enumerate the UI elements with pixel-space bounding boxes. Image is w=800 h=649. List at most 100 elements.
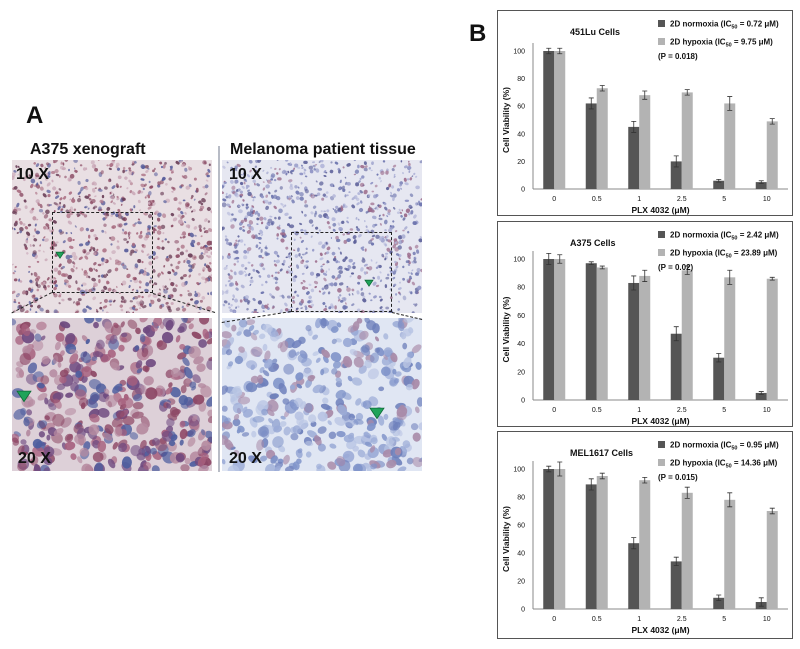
x-tick-label: 10 — [763, 616, 771, 623]
bar — [543, 469, 555, 609]
bar — [585, 103, 597, 189]
legend-label: 2D hypoxia (IC50 = 9.75 μM) — [670, 38, 773, 49]
y-tick-label: 80 — [517, 76, 525, 83]
triangle-marker-icon — [16, 390, 32, 403]
chart-451lu: 0 20 40 60 80 100 0 0.5 1 2.5 5 10 PLX 4032 (μM) Cell… — [497, 10, 793, 216]
error-bar — [716, 178, 722, 183]
bar — [670, 333, 682, 400]
bar — [755, 392, 767, 400]
legend-swatch — [658, 459, 665, 466]
triangle-marker-icon — [369, 407, 385, 420]
error-bar — [588, 261, 594, 266]
y-tick-label: 20 — [517, 369, 525, 376]
chart-a375-plot: 0 20 40 60 80 100 0 0.5 1 2.5 5 10 PLX 4032 (μM) Cell… — [501, 231, 788, 426]
y-tick-label: 0 — [521, 607, 525, 614]
legend-swatch — [658, 20, 665, 27]
bar — [585, 484, 597, 609]
bar — [639, 275, 651, 400]
error-bar — [557, 461, 563, 477]
y-tick-label: 20 — [517, 159, 525, 166]
error-bar — [673, 326, 679, 342]
error-bar — [631, 537, 637, 550]
error-bar — [631, 275, 637, 291]
y-tick-label: 40 — [517, 341, 525, 348]
error-bar — [546, 252, 552, 266]
bar — [554, 259, 566, 400]
legend-swatch — [658, 38, 665, 45]
x-tick-label: 10 — [763, 407, 771, 414]
x-tick-label: 1 — [637, 616, 641, 623]
bar — [724, 499, 736, 609]
error-bar — [588, 478, 594, 491]
chart-mel1617: 0 20 40 60 80 100 0 0.5 1 2.5 5 10 PLX 4032 (μM) Cell… — [497, 431, 793, 639]
x-tick-label: 5 — [722, 616, 726, 623]
xenograft-zoom-region — [52, 212, 153, 293]
xenograft-10x-image — [12, 160, 212, 313]
bar — [713, 597, 725, 609]
y-tick-label: 100 — [513, 257, 525, 264]
chart-a375: 0 20 40 60 80 100 0 0.5 1 2.5 5 10 PLX 4032 (μM) Cell… — [497, 221, 793, 427]
xenograft-magnification-10x: 10 X — [16, 166, 49, 183]
bar — [681, 270, 693, 400]
bar — [585, 263, 597, 400]
bar — [766, 278, 778, 400]
x-tick-label: 0.5 — [592, 407, 602, 414]
bar — [755, 182, 767, 189]
x-tick-label: 0 — [552, 616, 556, 623]
bar — [628, 543, 640, 609]
error-bar — [546, 465, 552, 473]
patient-10x-image — [222, 160, 422, 313]
bar — [670, 161, 682, 189]
x-axis-label: PLX 4032 (μM) — [631, 625, 689, 635]
error-bar — [557, 47, 563, 55]
error-bar — [727, 269, 733, 285]
patient-zoom-region — [291, 232, 392, 312]
chart-title: 451Lu Cells — [570, 27, 620, 37]
error-bar — [769, 118, 775, 125]
y-tick-label: 0 — [521, 398, 525, 405]
column-divider — [218, 146, 220, 472]
legend-swatch — [658, 249, 665, 256]
patient-magnification-20x: 20 X — [229, 450, 262, 467]
y-tick-label: 100 — [513, 467, 525, 474]
triangle-marker-icon — [364, 279, 374, 287]
bar — [543, 51, 555, 189]
bar — [724, 103, 736, 189]
legend-swatch — [658, 231, 665, 238]
p-value-annotation: (P = 0.02) — [658, 263, 694, 272]
y-tick-label: 0 — [521, 187, 525, 194]
x-axis-label: PLX 4032 (μM) — [631, 205, 689, 215]
bar — [681, 92, 693, 189]
chart-title: MEL1617 Cells — [570, 448, 633, 458]
y-tick-label: 80 — [517, 285, 525, 292]
bar — [724, 277, 736, 400]
xenograft-20x-image — [12, 318, 212, 471]
x-tick-label: 0 — [552, 407, 556, 414]
bar — [596, 267, 608, 400]
bar — [596, 88, 608, 189]
x-tick-label: 5 — [722, 407, 726, 414]
legend-label: 2D normoxia (IC50 = 0.72 μM) — [670, 20, 779, 31]
legend-label: 2D normoxia (IC50 = 0.95 μM) — [670, 441, 779, 452]
bar — [639, 480, 651, 609]
p-value-annotation: (P = 0.018) — [658, 52, 698, 61]
bar — [554, 51, 566, 189]
error-bar — [599, 265, 605, 270]
x-tick-label: 2.5 — [677, 616, 687, 623]
error-bar — [557, 254, 563, 264]
x-tick-label: 2.5 — [677, 407, 687, 414]
legend-label: 2D normoxia (IC50 = 2.42 μM) — [670, 231, 779, 242]
error-bar — [769, 507, 775, 515]
error-bar — [758, 180, 764, 184]
bar — [628, 126, 640, 189]
error-bar — [716, 594, 722, 601]
patient-20x-image — [222, 318, 422, 471]
legend-label: 2D hypoxia (IC50 = 14.36 μM) — [670, 459, 778, 470]
error-bar — [642, 269, 648, 282]
bar — [554, 469, 566, 609]
chart-mel1617-plot: 0 20 40 60 80 100 0 0.5 1 2.5 5 10 PLX 4032 (μM) Cell… — [501, 441, 788, 635]
img-p10-cells — [222, 160, 422, 313]
bar — [766, 121, 778, 189]
panel-b-label: B — [469, 20, 487, 47]
x-tick-label: 1 — [637, 196, 641, 203]
